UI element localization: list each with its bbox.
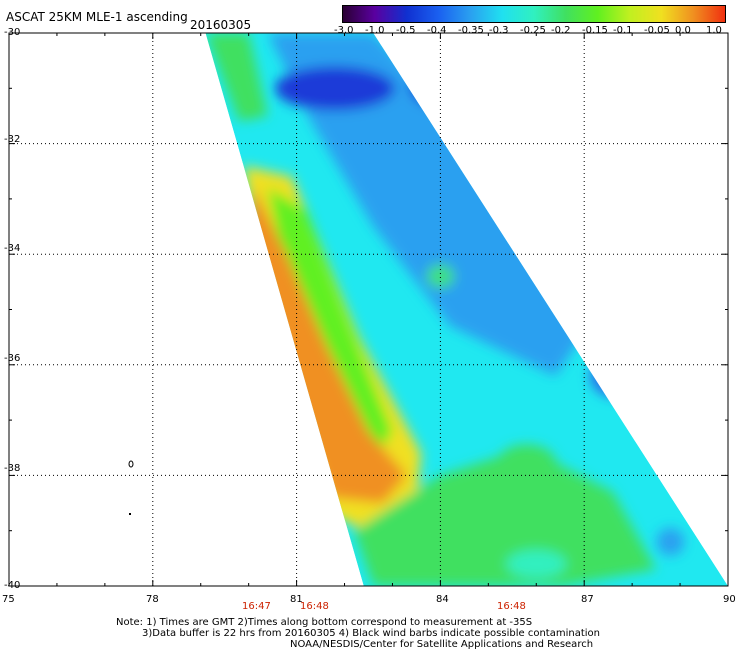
lon-label: 81 [290, 594, 303, 605]
footer-note-3: NOAA/NESDIS/Center for Satellite Applica… [290, 639, 594, 650]
region-green-patch [496, 444, 557, 485]
region-blue [520, 214, 581, 251]
region-green-top [205, 33, 268, 122]
colorbar-tick-label: -0.5 [396, 25, 416, 36]
footer-note-2: 3)Data buffer is 22 hrs from 20160305 4)… [142, 628, 600, 639]
time-label: 16:47 [242, 601, 271, 612]
lon-label: 84 [436, 594, 449, 605]
lat-label: -36 [4, 353, 21, 364]
map-title: ASCAT 25KM MLE-1 ascending [6, 10, 188, 24]
region-cyan-patch [506, 549, 567, 578]
lon-label: 90 [723, 594, 736, 605]
colorbar-tick-label: -0.1 [613, 25, 633, 36]
map-ticks [8, 32, 729, 587]
lat-label: -34 [4, 243, 21, 254]
colorbar-tick-label: 0.0 [675, 25, 691, 36]
colorbar-tick-label: -0.25 [520, 25, 546, 36]
lon-label: 87 [581, 594, 594, 605]
colorbar-tick-label: -0.05 [644, 25, 670, 36]
footer-note-1: Note: 1) Times are GMT 2)Times along bot… [116, 617, 533, 628]
lat-label: -32 [4, 134, 21, 145]
lon-label: 78 [146, 594, 159, 605]
colorbar-tick-label: -0.35 [458, 25, 484, 36]
swath-field [205, 33, 685, 586]
map-date: 20160305 [190, 18, 252, 32]
island-marks [128, 460, 134, 515]
colorbar-tick-label: -3.0 [334, 25, 354, 36]
lat-label: -38 [4, 463, 21, 474]
colorbar-tick-label: 1.0 [706, 25, 722, 36]
lon-label: 75 [2, 594, 15, 605]
island-dot [129, 513, 131, 515]
colorbar-tick-label: -0.4 [427, 25, 447, 36]
colorbar-tick-label: -0.2 [551, 25, 571, 36]
region-orange [243, 187, 407, 504]
lat-label: -40 [4, 580, 21, 591]
region-dark-blue [274, 66, 395, 111]
region-green-band [267, 187, 393, 476]
colorbar-tick-label: -0.15 [582, 25, 608, 36]
lat-label: -30 [4, 27, 21, 38]
region-green-patch [426, 264, 455, 289]
time-label: 16:48 [300, 601, 329, 612]
colorbar-tick-label: -0.3 [489, 25, 509, 36]
island-outline [128, 460, 134, 468]
colorbar-tick-label: -1.0 [365, 25, 385, 36]
region-green-bottom [354, 447, 657, 586]
colorbar [342, 5, 726, 23]
time-label: 16:48 [497, 601, 526, 612]
swath-data [205, 33, 728, 586]
region-blue [589, 353, 646, 398]
region-blue-edge [656, 527, 685, 556]
region-light-blue [267, 33, 609, 376]
map-grid [9, 33, 728, 586]
colorbar-labels: -3.0 -1.0 -0.5 -0.4 -0.35 -0.3 -0.25 -0.2 -0.15-… [332, 25, 732, 37]
region-dark-blue [409, 68, 490, 109]
